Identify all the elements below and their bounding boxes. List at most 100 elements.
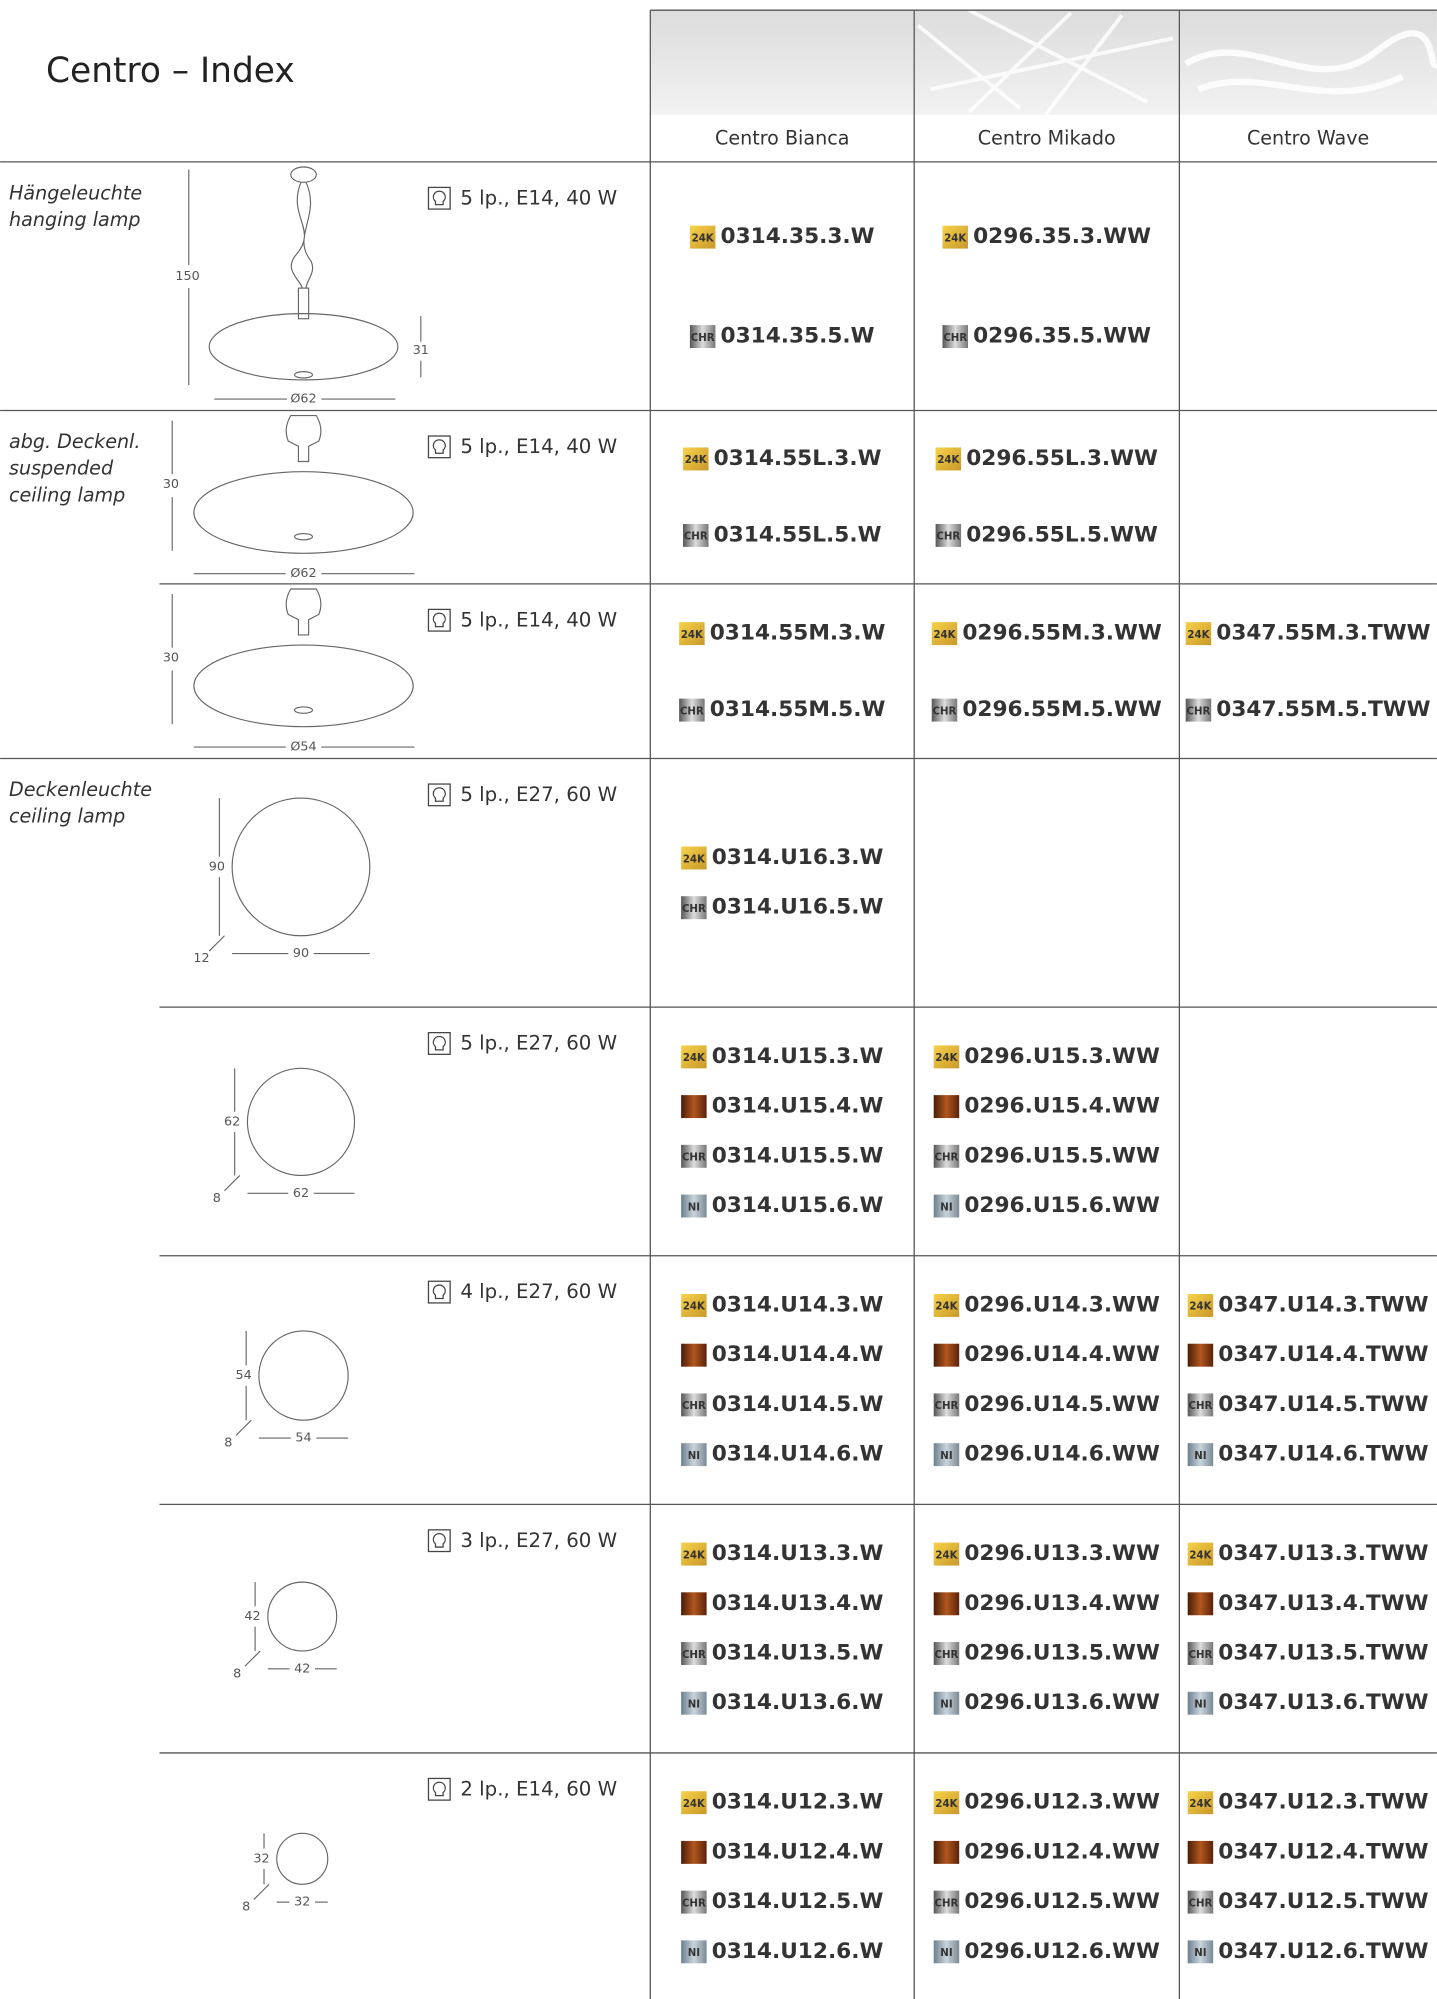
category-label: Deckenleuchte (9, 778, 152, 801)
finish-badge-label: CHR (1189, 1898, 1213, 1909)
disc (258, 1330, 349, 1421)
bulb-icon-frame (427, 1280, 451, 1304)
finish-badge (681, 1343, 707, 1367)
shade-hole (294, 371, 314, 379)
dimension-label: 8 (233, 1666, 241, 1681)
finish-badge-label: CHR (1187, 706, 1211, 717)
finish-badge-label: 24K (1189, 1799, 1212, 1810)
article-code: 0314.35.3.W (721, 224, 875, 249)
dimension-label: Ø62 (290, 566, 316, 581)
article-code: 0314.U13.6.W (712, 1690, 884, 1715)
finish-badge-label: CHR (682, 1401, 706, 1412)
finish-badge (942, 225, 969, 249)
article-code: 0347.U14.6.TWW (1218, 1442, 1428, 1467)
finish-badge (933, 1940, 960, 1964)
finish-badge-label: 24K (683, 1053, 706, 1064)
finish-badge (1187, 1293, 1214, 1317)
finish-badge (1187, 1592, 1214, 1616)
finish-badge-label: CHR (933, 706, 957, 717)
article-code: 0347.U12.6.TWW (1218, 1939, 1428, 1964)
finish-badge-label: CHR (682, 1898, 706, 1909)
finish-badge (935, 447, 962, 471)
article-code: 0296.U12.3.WW (964, 1790, 1160, 1815)
article-code: 0296.U13.4.WW (964, 1591, 1160, 1616)
canopy (285, 415, 322, 463)
article-code: 0296.U13.5.WW (964, 1641, 1160, 1666)
bulb-icon (432, 1533, 446, 1548)
article-code: 0347.U12.3.TWW (1218, 1790, 1428, 1815)
finish-badge (933, 1393, 960, 1417)
finish-badge (1185, 622, 1212, 646)
article-code: 0314.U14.6.W (712, 1442, 884, 1467)
finish-badge (681, 1194, 707, 1218)
finish-badge-label: NI (940, 1202, 952, 1213)
bulb-icon (432, 612, 446, 628)
article-code: 0314.U14.4.W (712, 1342, 884, 1367)
column-header: Centro Wave (1247, 126, 1369, 149)
dim-line (244, 1650, 261, 1667)
finish-badge (933, 1691, 960, 1715)
finish-badge (1187, 1542, 1214, 1566)
spec: 5 lp., E27, 60 W (460, 783, 617, 806)
article-code: 0296.U14.4.WW (964, 1342, 1160, 1367)
finish-badge (681, 846, 707, 870)
article-code: 0314.U13.5.W (712, 1641, 884, 1666)
finish-badge-label: 24K (935, 1799, 958, 1810)
dimension-label: 32 (253, 1851, 269, 1866)
finish-badge (1187, 1890, 1214, 1914)
wave-pattern (1184, 30, 1437, 95)
dimension-label: 30 (163, 477, 179, 492)
dimension-label: 30 (163, 650, 179, 665)
bulb-icon-frame (427, 1529, 451, 1553)
bulb-icon (432, 190, 446, 206)
canopy (290, 166, 317, 183)
finish-badge-label: 24K (944, 233, 967, 244)
finish-badge-label: 24K (692, 233, 715, 244)
category-label: suspended (9, 457, 114, 480)
article-code: 0296.U15.6.WW (964, 1193, 1160, 1218)
finish-badge (1185, 698, 1212, 722)
shade (193, 471, 414, 554)
finish-badge-label: CHR (682, 1153, 706, 1164)
disc (267, 1581, 338, 1652)
product-image (1179, 10, 1437, 115)
finish-badge-label: 24K (683, 854, 706, 865)
bulb-icon-frame (427, 1032, 451, 1055)
finish-badge (933, 1840, 960, 1864)
finish-badge (681, 896, 707, 920)
category-label: ceiling lamp (9, 483, 125, 506)
bulb-icon-frame (427, 435, 451, 459)
bulb-icon-frame (427, 186, 451, 210)
dimension-label: 90 (209, 859, 225, 874)
finish-badge-label: CHR (680, 706, 704, 717)
finish-badge (933, 1443, 960, 1467)
article-code: 0314.U12.6.W (712, 1939, 884, 1964)
finish-badge-label: 24K (933, 630, 956, 641)
finish-badge-label: CHR (682, 904, 706, 915)
spec: 5 lp., E14, 40 W (460, 435, 617, 458)
finish-badge-label: 24K (681, 630, 704, 641)
finish-badge-label: NI (940, 1451, 952, 1462)
article-code: 0296.35.5.WW (973, 324, 1151, 349)
finish-badge (681, 1691, 707, 1715)
finish-badge-label: CHR (682, 1650, 706, 1661)
finish-badge-label: CHR (1189, 1650, 1213, 1661)
article-code: 0314.U16.3.W (712, 845, 884, 870)
finish-badge (933, 1194, 960, 1218)
stem (297, 287, 310, 320)
article-code: 0296.U15.5.WW (964, 1143, 1160, 1168)
finish-badge-label: NI (688, 1948, 700, 1959)
finish-badge (933, 1592, 960, 1616)
dim-line (235, 1419, 252, 1436)
finish-badge-label: CHR (935, 1650, 959, 1661)
bulb-icon-frame (427, 1777, 451, 1801)
bulb-icon (432, 439, 446, 454)
finish-badge-label: 24K (935, 1053, 958, 1064)
dimension-label: 62 (224, 1114, 240, 1129)
finish-badge (689, 225, 716, 249)
finish-badge (933, 1890, 960, 1914)
dimension-label: Ø54 (290, 740, 316, 755)
canopy (285, 588, 322, 636)
article-code: 0347.U14.5.TWW (1218, 1392, 1428, 1417)
